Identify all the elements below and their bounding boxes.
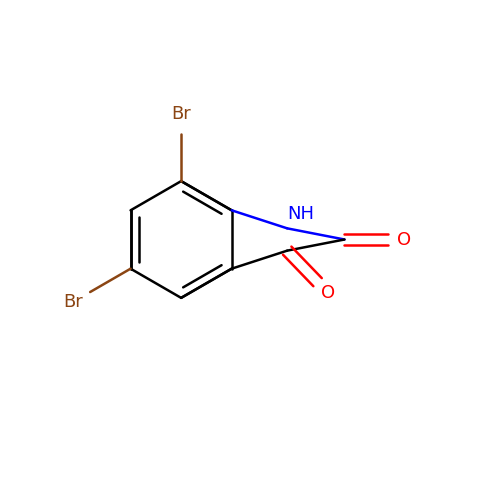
- Text: Br: Br: [171, 105, 191, 123]
- Text: NH: NH: [288, 205, 315, 223]
- Text: Br: Br: [63, 293, 82, 311]
- Text: O: O: [321, 285, 336, 302]
- Text: O: O: [397, 230, 411, 249]
